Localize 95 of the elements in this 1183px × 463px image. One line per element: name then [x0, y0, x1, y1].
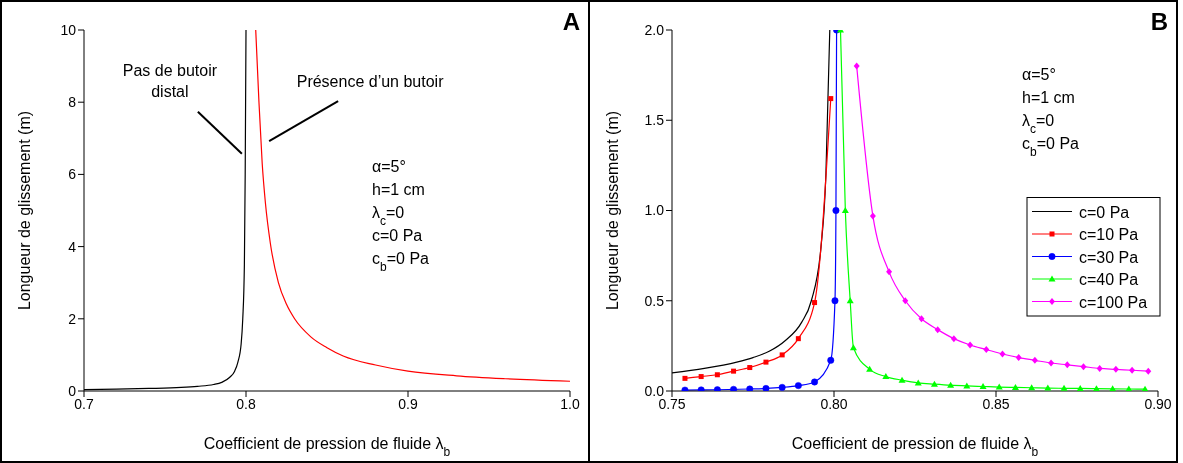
point — [827, 356, 835, 364]
x-tick-label: 0.90 — [1144, 395, 1172, 412]
point — [698, 374, 704, 380]
y-axis-title: Longueur de glissement (m) — [15, 110, 33, 311]
point — [1129, 366, 1136, 374]
point — [866, 365, 874, 372]
point — [898, 376, 906, 383]
y-tick-label: 0.5 — [644, 292, 665, 309]
point — [1092, 385, 1100, 391]
y-tick-label: 6 — [68, 166, 77, 183]
x-tick-label: 0.7 — [74, 395, 94, 412]
y-axis-title: Longueur de glissement (m) — [603, 110, 621, 311]
point — [853, 62, 860, 70]
point — [794, 382, 802, 390]
point — [930, 380, 938, 387]
point — [811, 378, 819, 386]
x-axis-title: Coefficient de pression de fluide λ$_{b}$ — [203, 435, 451, 459]
legend-label: c=30 Pa — [1079, 248, 1139, 266]
x-tick-label: 0.8 — [236, 395, 256, 412]
y-tick-label: 1.0 — [644, 202, 665, 219]
point — [1048, 359, 1055, 367]
point — [812, 300, 818, 306]
point — [747, 365, 753, 371]
point — [934, 326, 941, 334]
point — [795, 336, 801, 342]
point — [1112, 365, 1119, 373]
y-tick-label: 2.0 — [644, 21, 665, 38]
annotation: Pas de butoir distal — [122, 61, 218, 100]
point — [849, 344, 857, 351]
point — [1145, 367, 1152, 375]
point — [841, 207, 849, 213]
annotation: Présence d’un butoir — [296, 73, 445, 91]
point — [886, 268, 893, 276]
chart-title: B — [1150, 8, 1168, 35]
point — [882, 373, 890, 380]
point — [979, 382, 987, 389]
legend-label: c=100 Pa — [1079, 293, 1148, 311]
y-tick-label: 0 — [68, 382, 77, 399]
y-tick-label: 1.5 — [644, 112, 665, 129]
point — [731, 368, 737, 374]
annotation: α=5° — [372, 158, 406, 175]
point — [1011, 383, 1019, 390]
point — [1031, 356, 1038, 364]
y-tick-label: 8 — [68, 94, 77, 111]
point — [832, 207, 840, 214]
annotation: h=1 cm — [372, 181, 425, 198]
point — [947, 381, 955, 388]
x-tick-label: 1.0 — [560, 395, 580, 412]
y-tick-label: 10 — [60, 21, 77, 38]
point — [1044, 384, 1052, 391]
point — [918, 315, 925, 323]
point — [831, 297, 839, 305]
x-tick-label: 0.9 — [398, 395, 418, 412]
x-tick-label: 0.85 — [982, 395, 1010, 412]
annotation: c=0 Pa — [372, 227, 423, 244]
annotation: h=1 cm — [1022, 89, 1075, 106]
line-series — [255, 30, 570, 382]
point — [995, 383, 1003, 390]
point — [1096, 364, 1103, 372]
point — [762, 385, 770, 391]
y-tick-label: 4 — [68, 238, 77, 255]
x-tick-label: 0.80 — [820, 395, 848, 412]
legend-label: c=40 Pa — [1079, 271, 1139, 288]
point — [1109, 385, 1117, 391]
point — [1015, 354, 1022, 362]
annotation: λ$_{c}$=0 — [1022, 112, 1055, 136]
y-tick-label: 2 — [68, 310, 77, 327]
point — [1028, 384, 1036, 391]
point — [1125, 385, 1133, 391]
legend-label: c=10 Pa — [1079, 226, 1139, 243]
chart-title: A — [562, 8, 580, 35]
annotation: c$_{b}$=0 Pa — [1022, 135, 1080, 159]
annotation: α=5° — [1022, 66, 1056, 83]
point — [902, 297, 909, 305]
point — [950, 335, 957, 343]
point — [746, 385, 754, 391]
point — [714, 372, 720, 378]
point — [846, 297, 854, 304]
point — [1080, 363, 1087, 371]
legend-label: c=0 Pa — [1079, 203, 1130, 221]
point — [682, 375, 688, 381]
x-axis-title: Coefficient de pression de fluide λ$_{b}$ — [791, 435, 1039, 459]
point — [763, 359, 769, 365]
point — [1060, 384, 1068, 391]
point — [730, 385, 738, 391]
point — [1064, 361, 1071, 369]
annotation: c$_{b}$=0 Pa — [372, 250, 430, 274]
annotation: λ$_{c}$=0 — [372, 204, 405, 228]
point — [828, 96, 834, 102]
point — [778, 383, 786, 391]
point — [779, 352, 785, 358]
point — [869, 212, 876, 220]
point — [983, 345, 990, 353]
point — [1076, 384, 1084, 391]
point — [967, 341, 974, 349]
